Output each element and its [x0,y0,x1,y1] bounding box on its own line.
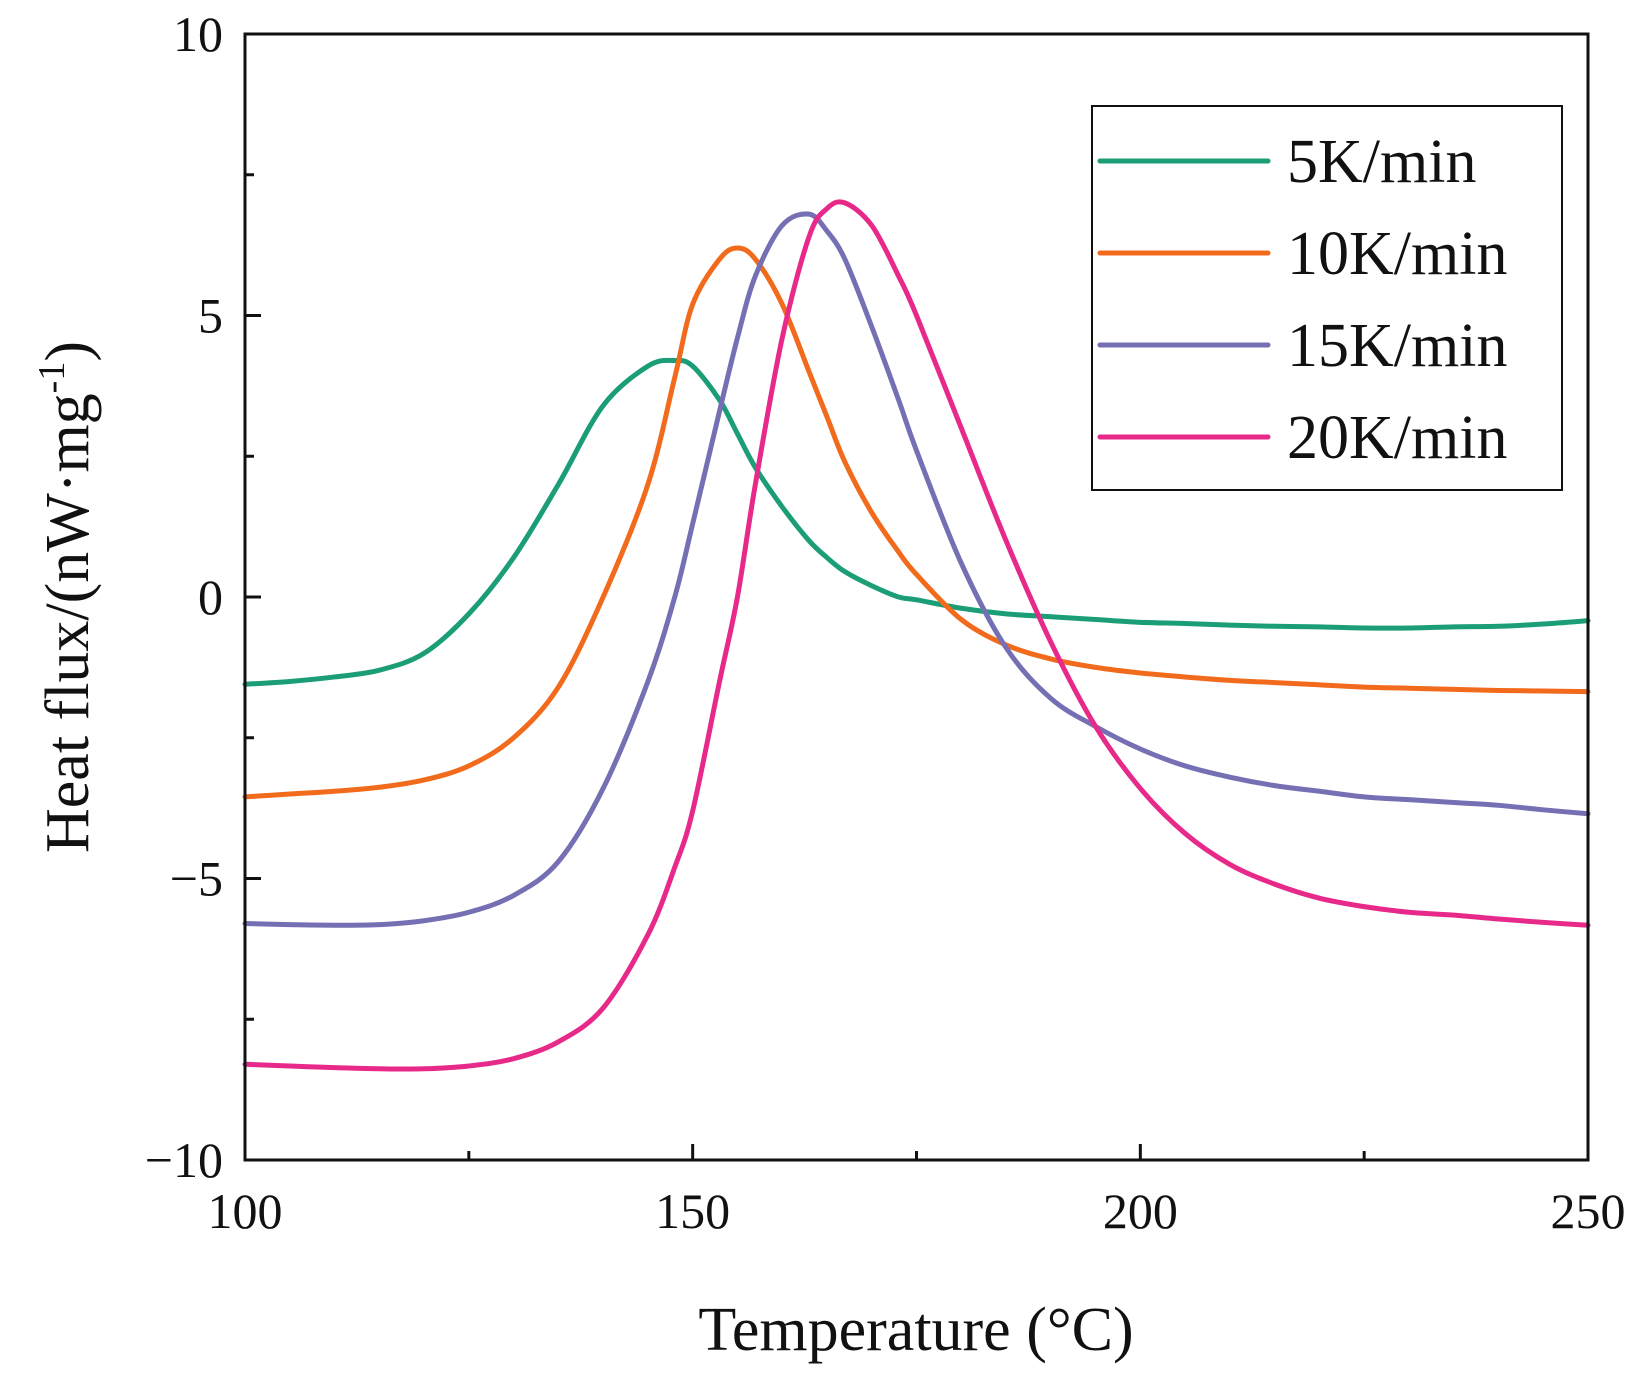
series-layer [242,199,1591,1072]
legend-label-15k-min: 15K/min [1287,312,1507,380]
y-tick-label: −10 [145,1132,223,1188]
x-axis: 100 150 200 250 [208,1144,1626,1239]
legend-label-5k-min: 5K/min [1287,128,1476,196]
y-axis-title-main: Heat flux/(nW·mg [34,393,102,853]
series-line-20k-min [242,199,1591,1072]
legend-entries: 5K/min 10K/min 15K/min 20K/min [1097,128,1507,472]
series-line-5k-min [242,357,1591,687]
x-tick-label: 150 [655,1183,730,1239]
y-tick-label: −5 [170,851,223,907]
x-tick-label: 100 [208,1183,283,1239]
y-axis: −10 −5 0 5 10 [145,6,261,1188]
y-tick-label: 0 [198,569,223,625]
y-axis-title-superscript: -1 [31,362,73,394]
series-line-10k-min [242,245,1591,800]
legend-box [1091,105,1563,491]
x-tick-label: 200 [1103,1183,1178,1239]
legend-label-20k-min: 20K/min [1287,404,1507,472]
legend: 5K/min 10K/min 15K/min 20K/min [1091,105,1563,491]
legend-label-10k-min: 10K/min [1287,220,1507,288]
y-tick-label: 5 [198,288,223,344]
y-axis-title-close: ) [34,341,102,362]
y-tick-label: 10 [173,6,223,62]
x-tick-label: 250 [1551,1183,1626,1239]
series-line-15k-min [242,211,1591,928]
x-axis-title: Temperature (°C) [698,1296,1133,1364]
y-axis-title: Heat flux/(nW·mg-1) [31,341,102,853]
